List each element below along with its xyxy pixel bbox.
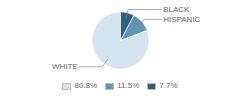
svg-text:BLACK: BLACK [163, 5, 190, 14]
html-text:11.5%: 11.5% [117, 81, 140, 90]
html-text:80.8%: 80.8% [74, 81, 98, 90]
html-text:7.7%: 7.7% [159, 81, 178, 90]
svg-text:WHITE: WHITE [52, 62, 78, 71]
svg-text:HISPANIC: HISPANIC [163, 15, 200, 24]
